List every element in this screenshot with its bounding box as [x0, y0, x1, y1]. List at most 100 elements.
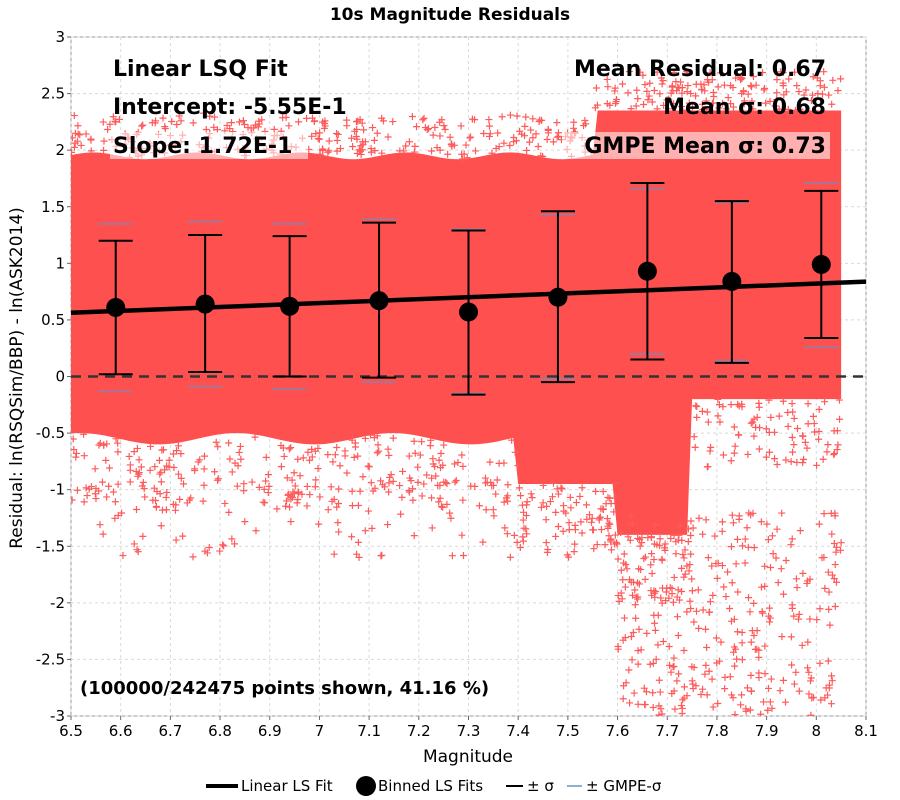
scatter-marker	[293, 499, 301, 507]
scatter-marker	[785, 75, 793, 83]
scatter-marker	[703, 76, 711, 84]
scatter-marker	[146, 442, 154, 450]
scatter-marker	[367, 145, 375, 153]
scatter-marker	[523, 530, 531, 538]
scatter-marker	[630, 689, 638, 697]
scatter-marker	[769, 550, 777, 558]
scatter-marker	[240, 480, 248, 488]
scatter-marker	[765, 612, 773, 620]
scatter-marker	[821, 584, 829, 592]
scatter-marker	[830, 540, 838, 548]
scatter-marker	[814, 90, 822, 98]
scatter-marker	[818, 554, 826, 562]
scatter-marker	[367, 431, 375, 439]
scatter-marker	[784, 105, 792, 113]
scatter-marker	[414, 463, 422, 471]
scatter-marker	[419, 116, 427, 124]
scatter-marker	[749, 105, 757, 113]
scatter-marker	[680, 554, 688, 562]
scatter-marker	[612, 98, 620, 106]
scatter-marker	[71, 143, 78, 151]
scatter-marker	[773, 76, 781, 84]
scatter-marker	[779, 397, 787, 405]
y-tick-label: -2	[50, 594, 65, 612]
scatter-marker	[133, 546, 141, 554]
scatter-marker	[482, 506, 490, 514]
scatter-marker	[621, 583, 629, 591]
scatter-marker	[810, 420, 818, 428]
scatter-marker	[87, 136, 95, 144]
scatter-marker	[199, 497, 207, 505]
scatter-marker	[764, 706, 772, 714]
scatter-marker	[790, 441, 798, 449]
scatter-marker	[745, 594, 753, 602]
scatter-marker	[713, 659, 721, 667]
scatter-marker	[552, 508, 560, 516]
scatter-marker	[632, 102, 640, 110]
scatter-marker	[436, 482, 444, 490]
scatter-marker	[114, 439, 122, 447]
binned-fit	[272, 222, 307, 390]
scatter-marker	[765, 428, 773, 436]
scatter-marker	[787, 541, 795, 549]
scatter-marker	[685, 567, 693, 575]
scatter-marker	[629, 578, 637, 586]
scatter-marker	[727, 401, 735, 409]
scatter-marker	[588, 514, 596, 522]
scatter-marker	[788, 604, 796, 612]
scatter-marker	[314, 444, 322, 452]
scatter-marker	[298, 490, 306, 498]
scatter-marker	[214, 475, 222, 483]
scatter-marker	[214, 476, 222, 484]
scatter-marker	[262, 453, 270, 461]
scatter-marker	[518, 501, 526, 509]
scatter-marker	[489, 506, 497, 514]
scatter-marker	[485, 116, 493, 124]
scatter-marker	[428, 494, 436, 502]
scatter-marker	[354, 452, 362, 460]
scatter-marker	[250, 124, 258, 132]
scatter-marker	[834, 441, 842, 449]
scatter-marker	[364, 507, 372, 515]
scatter-marker	[815, 405, 823, 413]
scatter-marker	[811, 428, 819, 436]
scatter-marker	[765, 448, 773, 456]
scatter-marker	[571, 540, 579, 548]
scatter-marker	[768, 704, 776, 712]
scatter-marker	[132, 506, 140, 514]
scatter-marker	[439, 503, 447, 511]
scatter-marker	[221, 499, 229, 507]
scatter-marker	[663, 584, 671, 592]
scatter-marker	[731, 662, 739, 670]
scatter-marker	[333, 137, 341, 145]
scatter-marker	[324, 148, 332, 156]
scatter-marker	[408, 113, 416, 121]
scatter-marker	[597, 505, 605, 513]
scatter-marker	[223, 121, 231, 129]
scatter-marker	[678, 89, 686, 97]
scatter-marker	[565, 519, 573, 527]
scatter-marker	[343, 116, 351, 124]
scatter-marker	[212, 438, 220, 446]
binned-fit	[804, 181, 839, 349]
scatter-marker	[82, 484, 90, 492]
x-tick-label: 6.8	[208, 722, 232, 740]
scatter-marker	[651, 626, 659, 634]
scatter-marker	[831, 512, 839, 520]
scatter-marker	[592, 487, 600, 495]
scatter-marker	[333, 147, 341, 155]
scatter-marker	[481, 474, 489, 482]
scatter-marker	[815, 520, 823, 528]
scatter-marker	[371, 484, 379, 492]
scatter-marker	[708, 675, 716, 683]
scatter-marker	[667, 534, 675, 542]
scatter-marker	[619, 80, 627, 88]
scatter-marker	[446, 133, 454, 141]
scatter-marker	[827, 509, 835, 517]
scatter-marker	[506, 553, 514, 561]
scatter-marker	[554, 132, 562, 140]
scatter-marker	[226, 455, 234, 463]
scatter-marker	[687, 531, 695, 539]
scatter-marker	[672, 538, 680, 546]
scatter-marker	[225, 508, 233, 516]
